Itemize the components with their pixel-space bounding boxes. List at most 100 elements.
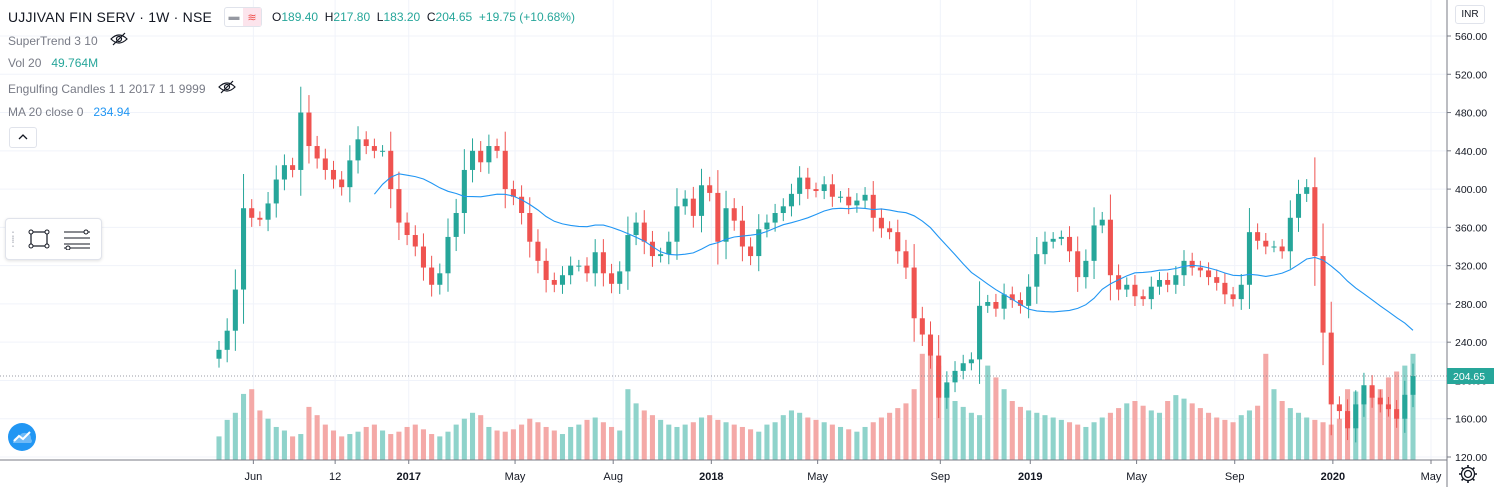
candle-body: [1001, 294, 1007, 309]
chart-header: UJJIVAN FIN SERV · 1W · NSE ▬ ≋ O189.40 …: [8, 6, 575, 28]
candle-body: [1189, 260, 1195, 268]
collapse-indicators-button[interactable]: [9, 127, 37, 148]
candle-body: [1222, 282, 1228, 295]
volume-bar: [224, 419, 230, 460]
candle-body: [625, 235, 631, 272]
indicator-ma[interactable]: MA 20 close 0 234.94: [8, 105, 130, 119]
candle-body: [1361, 385, 1367, 405]
y-tick-label: 120.00: [1455, 452, 1487, 464]
candle-body: [968, 359, 974, 364]
volume-bar: [1050, 417, 1056, 460]
candle-body: [1410, 376, 1416, 395]
tradingview-cloud-icon[interactable]: [7, 422, 37, 452]
chart-type-toggle[interactable]: ▬ ≋: [224, 7, 263, 27]
volume-bar: [388, 434, 394, 460]
candle-body: [1116, 275, 1122, 290]
eye-crossed-icon[interactable]: [217, 80, 236, 97]
indicator-label: Engulfing Candles 1 1 2017 1 1 9999: [8, 81, 206, 96]
volume-bar: [1361, 393, 1367, 460]
candle-body: [1279, 246, 1285, 252]
candle-body: [461, 169, 467, 214]
volume-bar: [960, 406, 966, 460]
volume-bar: [837, 426, 844, 460]
volume-bar: [813, 419, 819, 460]
indicator-supertrend[interactable]: SuperTrend 3 10: [8, 32, 128, 49]
x-tick-label: 2019: [1018, 471, 1042, 483]
candle-body: [281, 165, 287, 180]
candle-body: [1075, 251, 1081, 278]
indicator-volume[interactable]: Vol 20 49.764M: [8, 56, 98, 70]
volume-bar: [535, 422, 541, 460]
y-tick-label: 240.00: [1455, 337, 1487, 349]
lines-tool-icon[interactable]: [58, 220, 96, 258]
indicator-engulfing[interactable]: Engulfing Candles 1 1 2017 1 1 9999: [8, 80, 236, 97]
volume-bar: [723, 422, 729, 460]
candle-body: [216, 349, 222, 359]
candle-body: [658, 254, 664, 257]
volume-bar: [249, 389, 255, 460]
candle-body: [412, 235, 418, 247]
volume-bar: [584, 419, 590, 460]
candle-body: [1287, 217, 1293, 252]
candle-body: [429, 267, 435, 285]
candle-body: [265, 203, 271, 220]
drawing-toolbar[interactable]: ⋮ ⋮: [5, 218, 102, 260]
volume-bar: [1140, 405, 1146, 460]
volume-bar: [944, 389, 950, 460]
gear-icon[interactable]: [1457, 463, 1479, 485]
volume-bar: [968, 412, 974, 460]
candle-body: [674, 206, 680, 242]
volume-bar: [977, 415, 983, 460]
candle-body: [445, 236, 451, 274]
candle-body: [1238, 284, 1244, 300]
wave-icon[interactable]: ≋: [243, 8, 262, 26]
drag-handle-icon[interactable]: ⋮ ⋮: [7, 229, 19, 249]
low-value: 183.20: [383, 10, 421, 24]
volume-bar: [339, 436, 345, 460]
open-value: 189.40: [281, 10, 319, 24]
y-tick-label: 400.00: [1455, 184, 1487, 196]
volume-bar: [1295, 412, 1302, 460]
volume-bar: [478, 415, 484, 460]
candle-body: [306, 112, 312, 147]
candle-body: [600, 252, 606, 274]
volume-bar: [821, 422, 827, 460]
candle-body: [1091, 225, 1097, 261]
volume-bar: [658, 419, 664, 460]
rectangle-tool-icon[interactable]: [20, 220, 58, 258]
candle-body: [1369, 385, 1375, 398]
volume-bar: [731, 424, 737, 460]
currency-label[interactable]: INR: [1455, 5, 1485, 24]
candle-body: [764, 222, 770, 230]
volume-bar: [519, 424, 525, 460]
candle-body: [1345, 411, 1351, 429]
volume-bar: [551, 430, 557, 460]
minus-icon[interactable]: ▬: [228, 11, 240, 23]
volume-bar: [1304, 417, 1310, 460]
volume-bar: [216, 436, 222, 460]
candle-body: [1246, 232, 1252, 285]
volume-bar: [429, 434, 435, 460]
candle-body: [878, 217, 884, 229]
volume-bar: [1026, 410, 1032, 460]
candle-body: [535, 241, 541, 261]
volume-bar: [273, 426, 279, 460]
candle-body: [1402, 394, 1408, 419]
candle-body: [911, 267, 917, 319]
eye-crossed-icon[interactable]: [109, 32, 128, 49]
candle-body: [1099, 219, 1105, 226]
volume-bar: [486, 426, 492, 460]
candle-body: [887, 228, 893, 233]
candle-body: [780, 206, 786, 214]
volume-bar: [862, 426, 868, 460]
close-value: 204.65: [435, 10, 473, 24]
volume-bar: [927, 342, 934, 460]
symbol-title[interactable]: UJJIVAN FIN SERV · 1W · NSE: [8, 9, 213, 25]
candle-body: [396, 189, 402, 223]
y-tick-label: 520.00: [1455, 69, 1487, 81]
volume-bar: [1385, 377, 1392, 460]
volume-bar: [846, 429, 852, 460]
candle-body: [298, 112, 304, 170]
candle-body: [371, 146, 377, 151]
